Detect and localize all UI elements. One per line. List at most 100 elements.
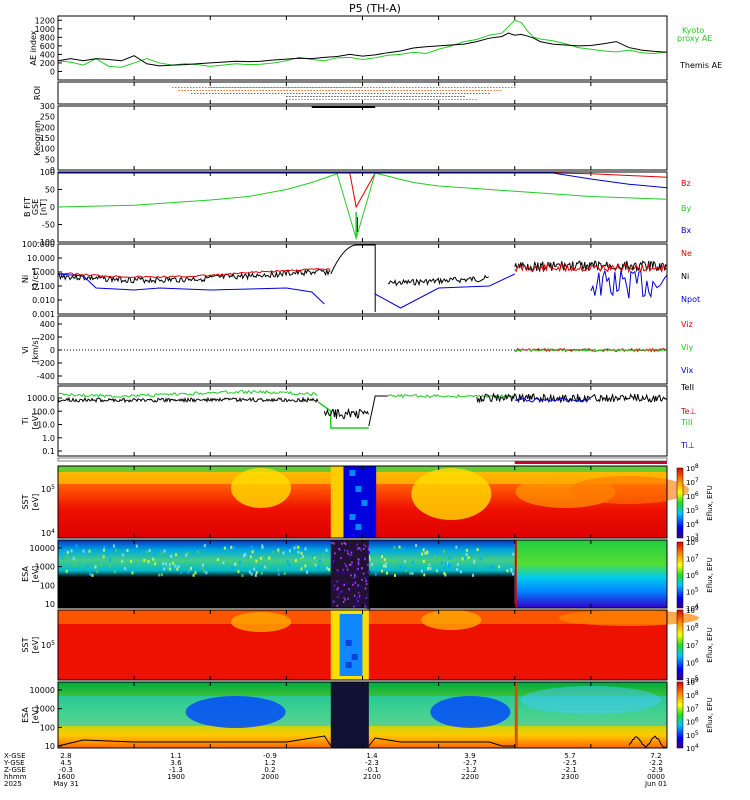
- mode-bar-fast: [514, 461, 667, 464]
- legend-tipar: TiII: [680, 418, 693, 427]
- roi-dot: [436, 90, 438, 91]
- esa-electron-y-label: ESA: [21, 707, 30, 723]
- esa-ion-speckle: [344, 592, 347, 595]
- spectrogram-blob: [231, 468, 291, 508]
- roi-dot: [256, 90, 258, 91]
- esa-ion-speckle: [428, 563, 431, 567]
- esa-ion-speckle: [333, 560, 335, 563]
- roi-dot: [344, 93, 346, 94]
- esa-ion-speckle: [148, 549, 151, 553]
- esa-ion-speckle: [345, 564, 347, 567]
- keogram-y-tick-label: 150: [40, 134, 55, 143]
- roi-dot: [340, 99, 342, 100]
- roi-dot: [285, 87, 287, 88]
- esa-ion-speckle: [444, 561, 447, 565]
- esa-ion-speckle: [357, 591, 360, 594]
- bfield-y-tick-label: 50: [45, 186, 55, 195]
- esa-ion-speckle: [343, 596, 345, 599]
- esa-ion-speckle: [400, 565, 403, 569]
- legend-teperp: Te⊥: [680, 407, 696, 416]
- esa-ion-speckle: [356, 548, 359, 551]
- footer-value: Jun 01: [644, 780, 667, 788]
- plot-title: P5 (TH-A): [349, 2, 401, 15]
- roi-dot: [322, 87, 324, 88]
- roi-dot: [362, 93, 364, 94]
- roi-dot: [472, 87, 474, 88]
- roi-dot: [397, 87, 399, 88]
- roi-dot: [247, 87, 249, 88]
- roi-dot: [413, 93, 415, 94]
- footer-value: 2.8: [60, 752, 71, 760]
- roi-dot: [433, 99, 435, 100]
- esa-ion-speckle: [174, 564, 177, 568]
- esa-ion-speckle: [465, 553, 468, 557]
- roi-dot: [313, 87, 315, 88]
- roi-dot: [439, 90, 441, 91]
- roi-dot: [490, 87, 492, 88]
- roi-dot: [233, 93, 235, 94]
- npot-line: [57, 273, 325, 305]
- roi-dot: [304, 99, 306, 100]
- footer-value: 0000: [647, 773, 665, 781]
- roi-dot: [322, 90, 324, 91]
- roi-dot: [205, 87, 207, 88]
- ni-peak: [330, 244, 376, 312]
- esa-ion-speckle: [336, 580, 339, 583]
- roi-dot: [397, 90, 399, 91]
- esa-ion-speckle: [437, 568, 440, 572]
- esa-ion-speckle: [272, 550, 275, 554]
- roi-dot: [241, 87, 243, 88]
- footer-value: 1.2: [264, 759, 275, 767]
- esa-ion-speckle: [325, 548, 328, 552]
- esa-ion-speckle: [162, 562, 165, 566]
- colorbar-tick-label: 105: [686, 675, 699, 685]
- esa-ion-speckle: [223, 546, 226, 550]
- esa-ion-speckle: [165, 562, 168, 566]
- legend-ni: Ni: [681, 272, 689, 281]
- roi-dot: [181, 87, 183, 88]
- roi-dot: [440, 93, 442, 94]
- esa-electron-gap: [330, 682, 369, 748]
- footer-value: -2.7: [463, 759, 477, 767]
- roi-dot: [184, 90, 186, 91]
- roi-dot: [224, 93, 226, 94]
- esa-ion-speckle: [346, 568, 349, 571]
- keogram-panel: [57, 105, 668, 171]
- roi-dot: [460, 87, 462, 88]
- footer-value: -0.1: [365, 766, 379, 774]
- esa-ion-speckle: [170, 554, 173, 558]
- roi-dot: [398, 93, 400, 94]
- roi-dot: [301, 90, 303, 91]
- roi-dot: [187, 87, 189, 88]
- esa-ion-speckle: [186, 570, 189, 574]
- esa-ion-speckle: [297, 550, 300, 554]
- esa-ion-speckle: [442, 549, 445, 553]
- keogram-y-label: Keogram: [33, 120, 42, 156]
- colorbar-tick-label: 106: [686, 717, 699, 727]
- esa-ion-speckle: [153, 554, 156, 558]
- roi-dot: [419, 93, 421, 94]
- roi-dot: [341, 93, 343, 94]
- roi-dot: [484, 90, 486, 91]
- esa-ion-speckle: [355, 601, 358, 604]
- roi-dot: [280, 90, 282, 91]
- roi-dot: [348, 87, 350, 88]
- esa-ion-speckle: [322, 553, 325, 557]
- roi-dot: [482, 93, 484, 94]
- esa-ion-speckle: [154, 562, 157, 566]
- legend-tiperp: Ti⊥: [680, 441, 695, 450]
- roi-dot: [427, 99, 429, 100]
- esa-ion-speckle: [404, 568, 407, 572]
- footer-row-label: Z-GSE: [4, 766, 26, 774]
- esa-ion-speckle: [168, 563, 171, 567]
- roi-dot: [282, 87, 284, 88]
- esa-ion-speckle: [337, 587, 339, 590]
- esa-ion-speckle: [106, 552, 109, 556]
- esa-ion-speckle: [331, 561, 334, 564]
- tiperp-line: [476, 392, 668, 404]
- roi-dot: [389, 93, 391, 94]
- esa-ion-speckle: [306, 570, 309, 574]
- roi-dot: [433, 87, 435, 88]
- roi-dot: [315, 87, 317, 88]
- footer-value: 2300: [561, 773, 579, 781]
